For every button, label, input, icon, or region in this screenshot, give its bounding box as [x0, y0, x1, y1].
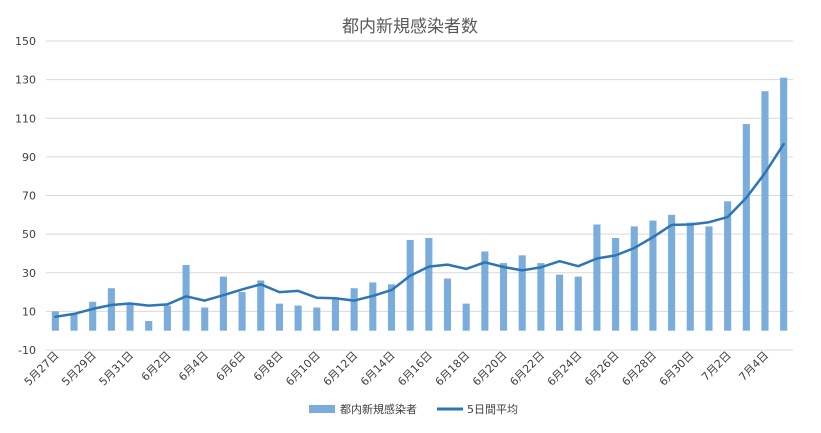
- bar: [387, 284, 396, 331]
- x-tick-label: 6月10日: [283, 349, 323, 389]
- y-tick-label: 70: [22, 190, 36, 203]
- bar: [518, 255, 526, 331]
- x-tick-label: 6月20日: [470, 349, 510, 389]
- legend: 都内新規感染者 5日間平均: [309, 402, 518, 416]
- bar: [761, 91, 769, 331]
- bar: [686, 222, 694, 331]
- bar: [331, 297, 340, 331]
- x-tick-label: 6月2日: [139, 349, 174, 384]
- x-tick-label: 5月31日: [97, 349, 137, 389]
- bar: [705, 226, 713, 331]
- bar: [89, 301, 97, 331]
- bar: [499, 263, 508, 331]
- bar: [238, 292, 246, 331]
- line-series: [54, 142, 785, 319]
- y-tick-label: 10: [22, 305, 36, 318]
- bar: [780, 77, 788, 331]
- bar: [481, 251, 489, 331]
- legend-label-line: 5日間平均: [467, 403, 518, 416]
- y-tick-label: 130: [15, 74, 36, 87]
- bar: [574, 276, 582, 331]
- x-tick-label: 6月18日: [433, 349, 473, 389]
- bar: [107, 288, 115, 331]
- x-tick-label: 6月28日: [619, 349, 659, 389]
- x-tick-label: 6月30日: [657, 349, 697, 389]
- bar: [556, 274, 564, 331]
- y-tick-label: 150: [15, 35, 36, 48]
- bar: [275, 303, 283, 331]
- grid: [46, 40, 793, 351]
- bar: [630, 226, 638, 331]
- bar: [724, 201, 732, 331]
- bar: [668, 214, 676, 331]
- x-tick-label: 6月16日: [395, 349, 435, 389]
- bar: [649, 220, 657, 331]
- x-tick-label: 6月4日: [176, 349, 211, 384]
- y-tick-label: 90: [22, 151, 36, 164]
- x-tick-label: 7月2日: [699, 349, 734, 384]
- bar: [145, 321, 153, 331]
- bar: [219, 276, 227, 331]
- x-tick-label: 6月8日: [251, 349, 286, 384]
- legend-swatch-bar: [309, 405, 335, 413]
- bar: [406, 239, 414, 331]
- bar: [369, 282, 377, 331]
- x-tick-label: 7月4日: [736, 349, 771, 384]
- legend-label-bar: 都内新規感染者: [340, 402, 417, 416]
- bar: [350, 288, 358, 331]
- bar-series: [51, 77, 788, 331]
- bar: [126, 303, 134, 331]
- bar: [425, 237, 433, 331]
- x-tick-label: 5月29日: [59, 349, 99, 389]
- x-tick-label: 6月14日: [358, 349, 398, 389]
- bar: [313, 307, 321, 331]
- bar: [612, 237, 620, 331]
- x-tick-label: 6月12日: [321, 349, 361, 389]
- x-tick-label: 6月24日: [545, 349, 585, 389]
- line-path: [54, 142, 785, 319]
- y-tick-label: 30: [22, 267, 36, 280]
- chart-title: 都内新規感染者数: [342, 17, 478, 37]
- x-tick-label: 6月22日: [507, 349, 547, 389]
- bar: [163, 305, 171, 331]
- bar: [443, 278, 452, 331]
- y-tick-label: 50: [22, 228, 36, 241]
- bar: [201, 307, 209, 331]
- y-tick-label: 110: [15, 112, 36, 125]
- bar: [182, 265, 190, 331]
- y-axis-tick-labels: -10 10 30 50 70 90 110 130 150: [15, 35, 36, 357]
- bar: [70, 313, 78, 331]
- y-tick-label: -10: [18, 344, 36, 357]
- bar: [294, 305, 302, 331]
- bar: [742, 124, 750, 331]
- x-tick-label: 6月6日: [214, 349, 249, 384]
- bar: [537, 263, 545, 331]
- bar: [257, 280, 265, 331]
- bar: [593, 224, 601, 331]
- bar: [462, 303, 470, 331]
- x-tick-label: 6月26日: [582, 349, 622, 389]
- bar: [51, 311, 59, 331]
